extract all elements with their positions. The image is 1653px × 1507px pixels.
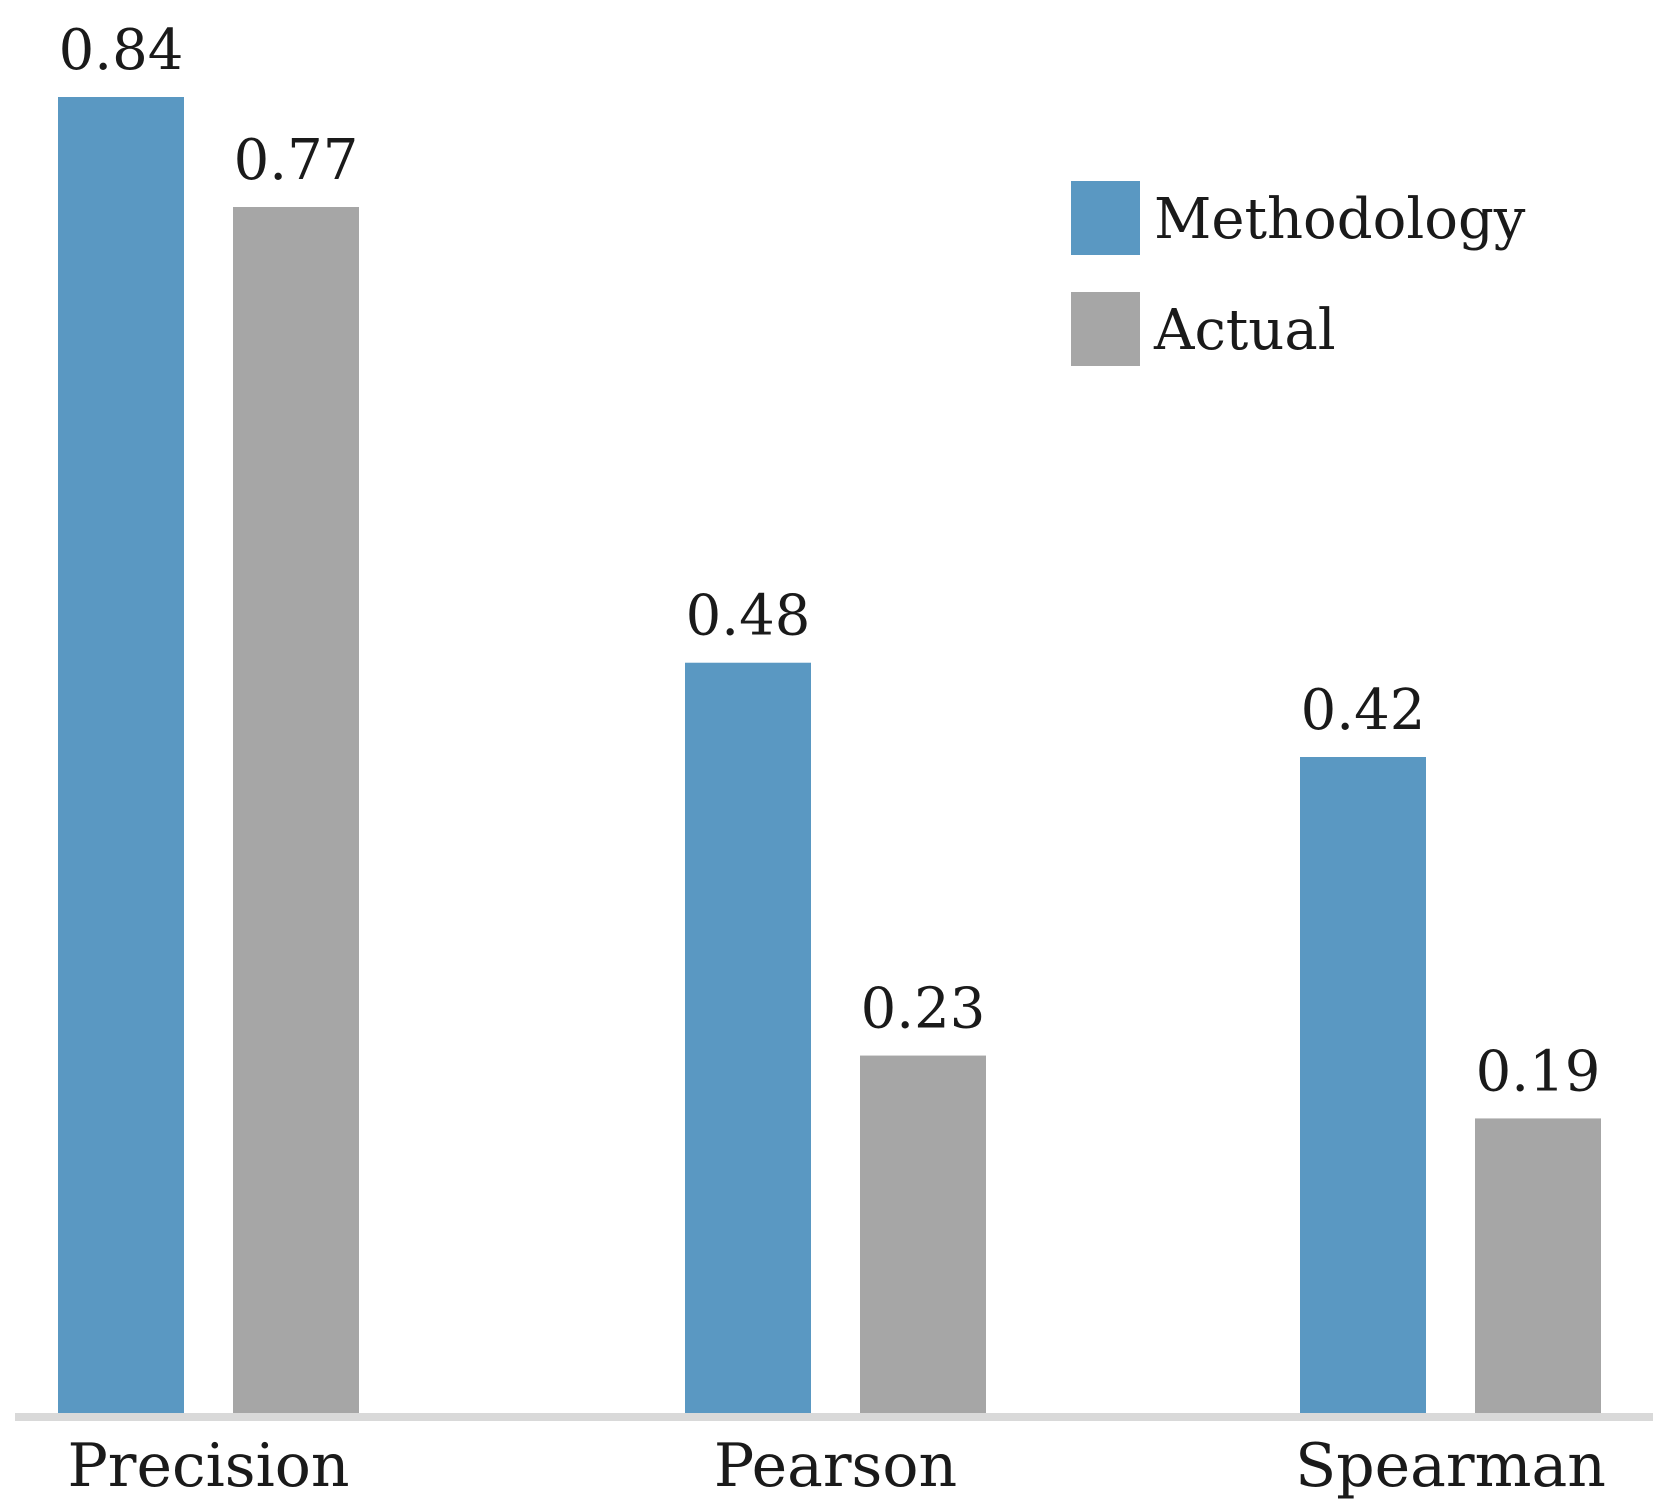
- value-label-spearman-actual: 0.19: [1476, 1039, 1601, 1104]
- category-label-pearson: Pearson: [714, 1431, 957, 1501]
- bar-pearson-methodology: [685, 662, 811, 1417]
- legend-label-actual: Actual: [1153, 298, 1336, 363]
- value-label-precision-methodology: 0.84: [59, 18, 184, 83]
- legend-swatch-actual: [1071, 292, 1140, 366]
- bars-layer: [58, 97, 1601, 1417]
- value-label-pearson-methodology: 0.48: [686, 584, 811, 649]
- bar-spearman-actual: [1475, 1118, 1601, 1417]
- category-label-spearman: Spearman: [1295, 1431, 1606, 1501]
- legend: Methodology Actual: [1071, 181, 1526, 366]
- value-label-spearman-methodology: 0.42: [1301, 678, 1426, 743]
- bar-precision-methodology: [58, 97, 184, 1417]
- bar-precision-actual: [233, 207, 359, 1417]
- legend-label-methodology: Methodology: [1154, 187, 1526, 252]
- category-label-precision: Precision: [67, 1431, 349, 1501]
- value-label-pearson-actual: 0.23: [861, 977, 986, 1042]
- bar-pearson-actual: [860, 1055, 986, 1417]
- category-labels-layer: Precision Pearson Spearman: [67, 1431, 1605, 1501]
- bar-spearman-methodology: [1300, 757, 1426, 1417]
- legend-swatch-methodology: [1071, 181, 1140, 255]
- value-labels-layer: 0.84 0.77 0.48 0.23 0.42 0.19: [59, 18, 1601, 1104]
- value-label-precision-actual: 0.77: [234, 128, 359, 193]
